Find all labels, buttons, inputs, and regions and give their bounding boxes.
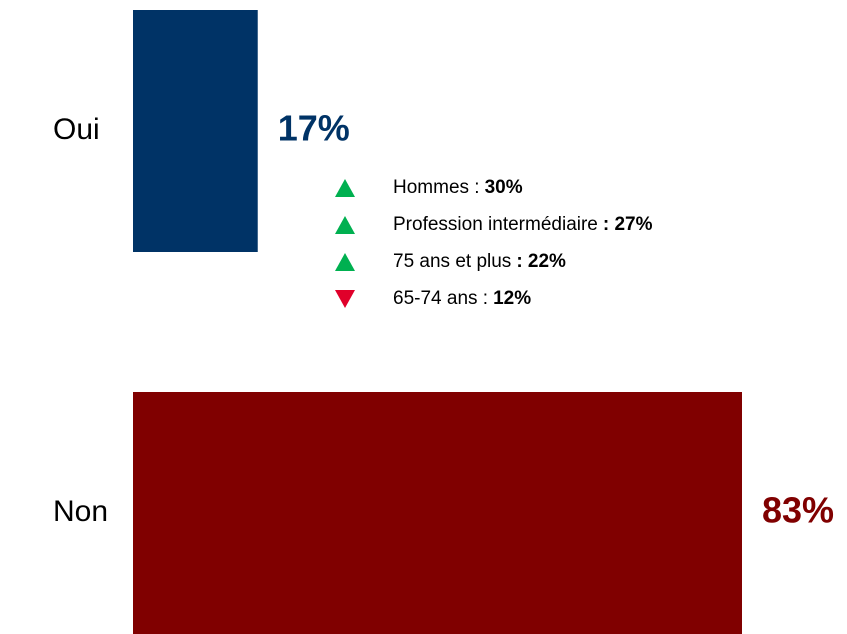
annotation: Hommes :30% xyxy=(393,177,523,198)
value-label: 83% xyxy=(762,490,834,531)
category-label: Oui xyxy=(53,113,100,146)
arrow-down xyxy=(335,290,355,308)
annotation-label: 75 ans et plus xyxy=(393,251,511,272)
category-label: Non xyxy=(53,495,108,528)
arrow-up xyxy=(335,253,355,271)
arrow-up xyxy=(335,216,355,234)
annotation: 65-74 ans :12% xyxy=(393,288,531,309)
annotation-label: Hommes : xyxy=(393,177,480,198)
value-label: 17% xyxy=(278,108,350,149)
bar xyxy=(133,392,742,634)
annotation-value: : 27% xyxy=(603,214,653,235)
annotation: 75 ans et plus: 22% xyxy=(393,251,566,272)
arrow-up xyxy=(335,179,355,197)
annotation: Profession intermédiaire: 27% xyxy=(393,214,653,235)
annotation-value: : 22% xyxy=(516,251,566,272)
annotation-label: 65-74 ans : xyxy=(393,288,488,309)
bar xyxy=(133,10,258,252)
annotation-value: 12% xyxy=(493,288,531,309)
annotation-label: Profession intermédiaire xyxy=(393,214,598,235)
annotation-value: 30% xyxy=(485,177,523,198)
